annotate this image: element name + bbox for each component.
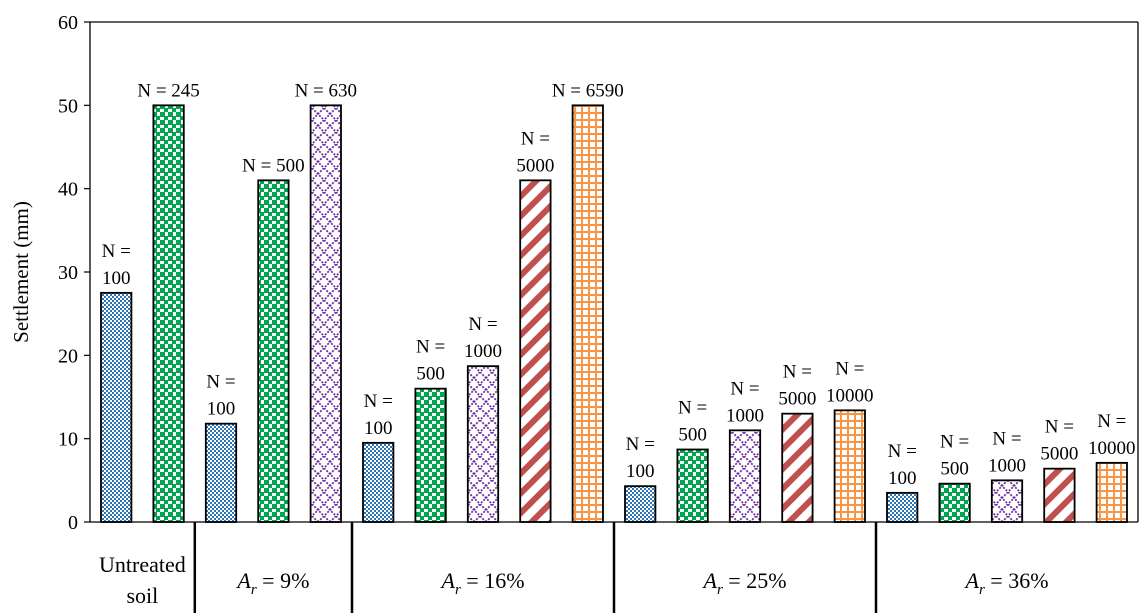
bar-data-label: N =: [102, 241, 131, 262]
bar-n1000: [309, 104, 342, 523]
bar-data-label: N =: [416, 337, 445, 358]
bar-data-label: 100: [364, 418, 393, 439]
bar-n10000: [833, 409, 866, 523]
bar-data-label: 5000: [1040, 444, 1078, 465]
bar-data-label: 1000: [988, 455, 1026, 476]
bar-n5000: [781, 412, 814, 523]
bar-n1000: [728, 429, 762, 523]
group-label-line: soil: [127, 583, 159, 608]
bar-data-label: N =: [364, 391, 393, 412]
bars: [100, 104, 1128, 523]
group-label: Ar = 9%: [235, 568, 309, 598]
group-label-line: Untreated: [99, 552, 186, 577]
bar-data-label: N =: [206, 372, 235, 393]
bar-data-label: 100: [102, 268, 131, 289]
y-tick-label: 60: [58, 12, 78, 34]
bar-labels: N = 100 N = 245 N = 100 N = 500 N = 630 N = 100 N…: [102, 80, 1136, 489]
bar-data-label: 1000: [464, 341, 502, 362]
bar-n100: [204, 422, 238, 523]
bar-data-label: N =: [888, 441, 917, 462]
bar-n10000: [1095, 461, 1128, 523]
y-axis-title: Settlement (mm): [9, 201, 33, 343]
y-tick-label: 40: [58, 179, 78, 201]
bar-n1000: [466, 365, 500, 523]
bar-data-label: 500: [416, 364, 445, 385]
bar-data-label: N =: [730, 378, 759, 399]
bar-n100: [100, 291, 133, 523]
y-ticks: 0 10 20 30 40 50 60: [58, 12, 90, 534]
group-label: Ar = 25%: [701, 568, 786, 598]
bar-data-label: 1000: [726, 405, 764, 426]
bar-n500: [938, 482, 971, 523]
bar-data-label: N =: [835, 358, 864, 379]
bar-data-label: 100: [888, 468, 917, 489]
y-tick-label: 50: [58, 95, 78, 117]
bar-data-label: 10000: [1088, 438, 1136, 459]
bar-n1000: [990, 479, 1024, 523]
bar-data-label: N =: [940, 432, 969, 453]
bar-data-label: N =: [1097, 411, 1126, 432]
bar-n5000: [519, 179, 552, 523]
y-tick-label: 0: [68, 512, 78, 534]
bar-n500: [676, 448, 709, 523]
bar-data-label: N =: [468, 314, 497, 335]
bar-data-label: 500: [940, 459, 969, 480]
bar-n10000: [571, 104, 604, 523]
bar-n500: [152, 104, 185, 523]
bar-data-label: N =: [626, 434, 655, 455]
bar-data-label: 100: [207, 399, 236, 420]
bar-data-label: 500: [678, 425, 707, 446]
bar-data-label: 100: [626, 461, 655, 482]
group-label: Ar = 36%: [963, 568, 1048, 598]
bar-data-label: N =: [678, 398, 707, 419]
bar-data-label: N =: [521, 128, 550, 149]
y-tick-label: 10: [58, 429, 78, 451]
bar-data-label: N = 6590: [552, 80, 624, 101]
bar-n100: [886, 491, 919, 523]
bar-data-label: N = 630: [295, 80, 357, 101]
group-label: Ar = 16%: [439, 568, 524, 598]
bar-data-label: 5000: [516, 155, 554, 176]
bar-data-label: N = 245: [137, 80, 199, 101]
bar-data-label: 5000: [778, 389, 816, 410]
bar-data-label: N =: [1045, 417, 1074, 438]
bar-data-label: N =: [783, 362, 812, 383]
bar-n5000: [1043, 467, 1076, 523]
bar-data-label: N = 500: [242, 155, 304, 176]
bar-n100: [362, 441, 395, 523]
bar-n500: [414, 387, 447, 523]
bar-data-label: N =: [992, 428, 1021, 449]
y-tick-label: 30: [58, 262, 78, 284]
group-labels: Untreated soil Ar = 9% Ar = 16% Ar = 25% Ar =…: [99, 552, 1048, 608]
bar-n500: [257, 179, 290, 523]
y-tick-label: 20: [58, 345, 78, 367]
axes: [89, 21, 1139, 613]
bar-n100: [624, 485, 657, 523]
bar-data-label: 10000: [826, 385, 874, 406]
